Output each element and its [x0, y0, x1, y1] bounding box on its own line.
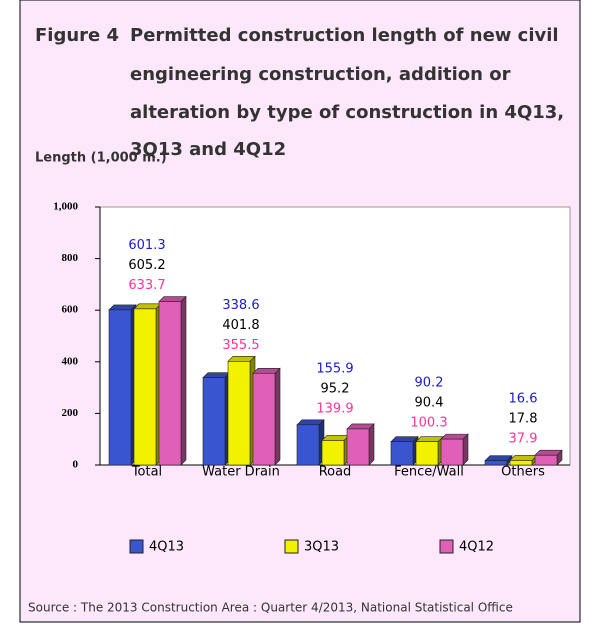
value-label: 95.2 — [321, 381, 350, 396]
bar — [227, 361, 251, 466]
bar — [484, 460, 508, 466]
bar-top — [321, 435, 350, 441]
bar — [321, 440, 345, 466]
value-label: 100.3 — [410, 416, 447, 431]
bar — [133, 308, 157, 466]
value-label: 155.9 — [316, 361, 353, 376]
bar — [346, 428, 370, 466]
value-label: 355.5 — [222, 338, 259, 353]
bar-side — [274, 367, 281, 466]
bar-top — [296, 419, 325, 426]
chart-title: 3Q13 and 4Q12 — [130, 139, 286, 160]
bar — [415, 441, 439, 466]
bar-top — [202, 372, 231, 378]
value-label: 338.6 — [222, 298, 259, 313]
value-label: 401.8 — [222, 318, 259, 333]
value-label: 16.6 — [509, 392, 538, 407]
value-label: 17.8 — [509, 412, 538, 427]
bar-top — [509, 455, 538, 461]
bar — [534, 454, 558, 466]
figure-label: Figure 4 — [35, 25, 119, 46]
bar — [296, 424, 320, 466]
bar-side — [180, 295, 187, 466]
x-tick-label: Others — [501, 465, 545, 480]
bar-top — [484, 455, 513, 462]
source: Source : The 2013 Construction Area : Qu… — [28, 601, 513, 615]
bar — [202, 377, 226, 466]
value-label: 633.7 — [128, 278, 165, 293]
x-tick-label: Total — [131, 465, 162, 480]
bar-top — [252, 367, 281, 374]
value-label: 90.2 — [415, 376, 444, 391]
chart-title: alteration by type of construction in 4Q… — [130, 102, 564, 123]
legend-label: 4Q12 — [459, 540, 494, 555]
y-tick-label: 400 — [62, 355, 79, 367]
bar-top — [133, 303, 162, 310]
value-label: 37.9 — [509, 432, 538, 447]
legend-label: 3Q13 — [304, 540, 339, 555]
value-label: 605.2 — [128, 258, 165, 273]
value-label: 90.4 — [415, 396, 444, 411]
y-tick-label: 200 — [62, 407, 79, 419]
y-tick-label: 0 — [73, 459, 79, 471]
bar — [509, 460, 533, 466]
bar — [158, 301, 182, 466]
bar-top — [158, 296, 187, 302]
x-tick-label: Water Drain — [202, 465, 280, 480]
bar-top — [108, 304, 137, 311]
chart-title: Permitted construction length of new civ… — [130, 25, 559, 46]
bar-top — [227, 356, 256, 362]
chart-title: engineering construction, addition or — [130, 64, 511, 85]
legend-swatch — [284, 539, 299, 554]
legend-swatch — [129, 539, 144, 554]
bar — [252, 372, 276, 466]
bar-side — [368, 423, 375, 466]
x-tick-label: Fence/Wall — [394, 465, 464, 480]
bar — [390, 441, 414, 466]
bar-top — [440, 433, 469, 440]
legend-swatch — [439, 539, 454, 554]
bar — [108, 309, 132, 466]
value-label: 601.3 — [128, 238, 165, 253]
bar-top — [346, 423, 375, 430]
bar-top — [390, 436, 419, 443]
bar — [440, 438, 464, 466]
y-tick-label: 600 — [62, 304, 79, 316]
bar-top — [415, 436, 444, 442]
value-label: 139.9 — [316, 401, 353, 416]
y-axis-label: Length (1,000 m.) — [35, 151, 167, 166]
y-tick-label: 1,000 — [53, 201, 78, 213]
bar-top — [534, 449, 563, 456]
x-tick-label: Road — [319, 465, 352, 480]
y-tick-label: 800 — [62, 252, 79, 264]
legend-label: 4Q13 — [149, 540, 184, 555]
